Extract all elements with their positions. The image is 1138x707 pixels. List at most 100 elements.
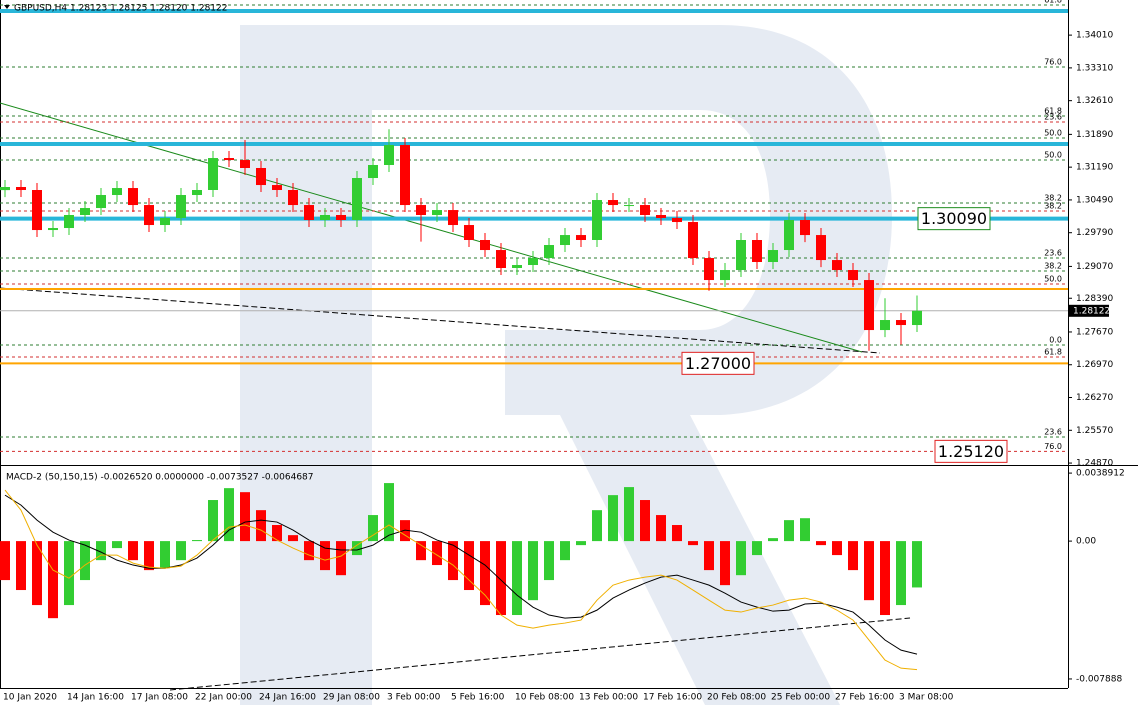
macd-bar xyxy=(608,495,618,542)
macd-bar xyxy=(0,541,10,581)
candle-body xyxy=(48,228,58,231)
macd-bar xyxy=(896,541,906,606)
macd-bar xyxy=(352,541,362,556)
candle-body xyxy=(336,215,346,221)
candle-body xyxy=(16,187,26,191)
fib-label: 76.0 xyxy=(1044,58,1062,67)
macd-bar xyxy=(800,518,810,542)
fib-label: 61.8 xyxy=(1044,0,1062,5)
y-tick-label: 1.31890 xyxy=(1076,130,1113,140)
macd-bar xyxy=(128,541,138,561)
candle-body xyxy=(720,270,730,281)
trend-line-dashed xyxy=(0,287,881,354)
price-box-label: 1.27000 xyxy=(685,354,751,373)
candle-body xyxy=(896,320,906,326)
candle-body xyxy=(912,310,922,326)
macd-bar xyxy=(16,541,26,591)
candle-body xyxy=(768,250,778,263)
x-tick-label: 3 Feb 00:00 xyxy=(387,693,441,703)
macd-bar xyxy=(512,541,522,616)
candle-body xyxy=(672,218,682,223)
candle-body xyxy=(608,200,618,206)
candle-body xyxy=(656,215,666,219)
macd-line xyxy=(4,494,918,655)
macd-bar xyxy=(624,487,634,542)
candle-body xyxy=(352,178,362,221)
x-tick-label: 25 Feb 00:00 xyxy=(771,693,830,703)
macd-bar xyxy=(480,541,490,606)
macd-bar xyxy=(560,541,570,561)
y-tick-label: 1.29070 xyxy=(1076,262,1113,272)
y-tick-label: 0.0038912 xyxy=(1076,469,1125,479)
macd-bar xyxy=(672,525,682,542)
macd-bar xyxy=(848,541,858,571)
macd-bar xyxy=(320,541,330,571)
macd-bar xyxy=(176,541,186,561)
macd-trend-line xyxy=(169,617,911,691)
candle-body xyxy=(368,164,378,179)
watermark xyxy=(240,25,892,705)
fib-label: 23.6 xyxy=(1044,249,1062,258)
candle-body xyxy=(432,210,442,216)
macd-bar xyxy=(80,541,90,581)
candle-body xyxy=(192,190,202,196)
y-tick-label: -0.007888 xyxy=(1076,674,1122,684)
candle-body xyxy=(864,280,874,331)
candle-body xyxy=(416,205,426,216)
candle-body xyxy=(640,205,650,216)
candle-body xyxy=(528,258,538,266)
macd-bar xyxy=(384,483,394,542)
macd-bar xyxy=(368,515,378,542)
fib-label: 76.0 xyxy=(1044,442,1062,451)
y-tick-label: 1.27670 xyxy=(1076,327,1113,337)
macd-bar xyxy=(864,541,874,601)
x-tick-label: 20 Feb 08:00 xyxy=(707,693,766,703)
y-tick-label: 1.30490 xyxy=(1076,195,1113,205)
candle-body xyxy=(400,145,410,206)
fib-label: 0.0 xyxy=(1049,336,1062,345)
candle-body xyxy=(208,158,218,191)
price-box-label: 1.30090 xyxy=(921,209,987,228)
trend-line xyxy=(0,102,863,353)
macd-bar xyxy=(592,510,602,542)
macd-bar xyxy=(256,510,266,542)
macd-bar xyxy=(32,541,42,606)
candle-body xyxy=(112,188,122,196)
candle-body xyxy=(832,260,842,271)
candle-body xyxy=(576,235,586,241)
candle-body xyxy=(128,188,138,206)
candle-body xyxy=(176,195,186,219)
candle-body xyxy=(512,265,522,269)
x-tick-label: 17 Feb 16:00 xyxy=(643,693,702,703)
candle-body xyxy=(256,167,266,186)
y-tick-label: 1.33310 xyxy=(1076,63,1113,73)
candle-body xyxy=(224,158,234,161)
candle-body xyxy=(304,205,314,221)
macd-bar xyxy=(96,541,106,561)
x-tick-label: 29 Jan 08:00 xyxy=(323,693,380,703)
y-tick-label: 1.29790 xyxy=(1076,228,1113,238)
price-box xyxy=(934,439,1008,463)
candle-body xyxy=(880,320,890,331)
macd-bar xyxy=(576,541,586,546)
fib-label: 38.2 xyxy=(1044,202,1062,211)
y-tick-label: 1.26970 xyxy=(1076,360,1113,370)
macd-bar xyxy=(464,541,474,591)
x-tick-label: 24 Jan 16:00 xyxy=(259,693,316,703)
candle-body xyxy=(624,205,634,207)
candle-body xyxy=(288,190,298,206)
macd-bar xyxy=(640,500,650,542)
macd-bar xyxy=(48,541,58,619)
candle-body xyxy=(848,270,858,281)
macd-bar xyxy=(752,541,762,556)
candle-body xyxy=(384,145,394,165)
macd-line xyxy=(4,489,918,671)
candle-body xyxy=(704,258,714,281)
candle-body xyxy=(496,250,506,269)
price-box xyxy=(917,207,991,231)
macd-bar xyxy=(496,541,506,616)
candle-body xyxy=(160,218,170,226)
macd-bar xyxy=(224,488,234,542)
y-tick-label: 1.25570 xyxy=(1076,426,1113,436)
